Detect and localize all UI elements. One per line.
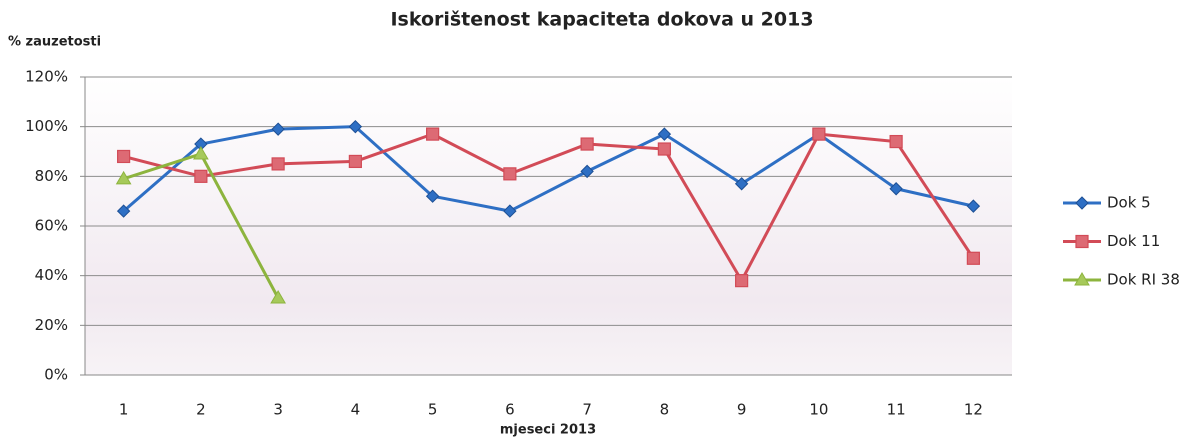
marker xyxy=(425,189,440,203)
marker xyxy=(193,145,209,160)
marker xyxy=(889,182,903,196)
marker xyxy=(115,170,132,185)
y-axis-title: % zauzetosti xyxy=(8,35,101,50)
legend-label: Dok 11 xyxy=(1107,232,1160,250)
legend-label: Dok RI 38 xyxy=(1107,271,1180,289)
y-tick-label: 60% xyxy=(35,217,68,235)
series-line xyxy=(123,132,975,283)
x-tick-label: 4 xyxy=(351,401,361,419)
marker xyxy=(348,119,363,134)
marker xyxy=(889,134,903,149)
y-tick-label: 0% xyxy=(44,366,68,384)
x-tick-label: 9 xyxy=(737,401,747,419)
marker xyxy=(116,204,131,218)
marker xyxy=(657,127,672,141)
marker xyxy=(270,290,286,304)
x-tick-label: 8 xyxy=(660,401,670,419)
marker xyxy=(1074,272,1090,286)
x-tick-label: 10 xyxy=(809,401,828,419)
marker xyxy=(812,127,826,141)
marker xyxy=(503,167,517,181)
marker xyxy=(503,204,517,218)
y-tick-label: 100% xyxy=(25,117,68,135)
x-tick-label: 2 xyxy=(196,401,206,419)
y-tick-label: 20% xyxy=(35,316,68,334)
x-tick-label: 3 xyxy=(273,401,283,419)
marker xyxy=(1075,196,1089,210)
chart-title: Iskorištenost kapaciteta dokova u 2013 xyxy=(390,9,813,31)
marker xyxy=(735,274,749,288)
marker xyxy=(348,154,362,169)
x-tick-label: 7 xyxy=(582,401,592,419)
marker xyxy=(117,149,131,164)
y-tick-label: 120% xyxy=(25,68,68,86)
marker xyxy=(734,177,749,191)
x-axis-title: mjeseci 2013 xyxy=(500,423,596,438)
marker xyxy=(580,137,594,151)
marker xyxy=(1075,234,1089,249)
y-tick-label: 40% xyxy=(35,266,68,284)
x-tick-label: 1 xyxy=(119,401,129,419)
x-tick-label: 12 xyxy=(964,401,983,419)
marker xyxy=(271,157,285,171)
marker xyxy=(426,127,440,141)
marker xyxy=(580,164,594,179)
y-tick-label: 80% xyxy=(35,167,68,185)
marker xyxy=(271,122,285,136)
legend-label: Dok 5 xyxy=(1107,194,1151,212)
x-tick-label: 5 xyxy=(428,401,438,419)
x-tick-label: 11 xyxy=(887,401,906,419)
x-tick-label: 6 xyxy=(505,401,515,419)
series-line xyxy=(122,125,974,213)
marker xyxy=(966,251,980,265)
marker xyxy=(194,169,208,183)
marker xyxy=(657,142,671,156)
marker xyxy=(966,199,981,213)
